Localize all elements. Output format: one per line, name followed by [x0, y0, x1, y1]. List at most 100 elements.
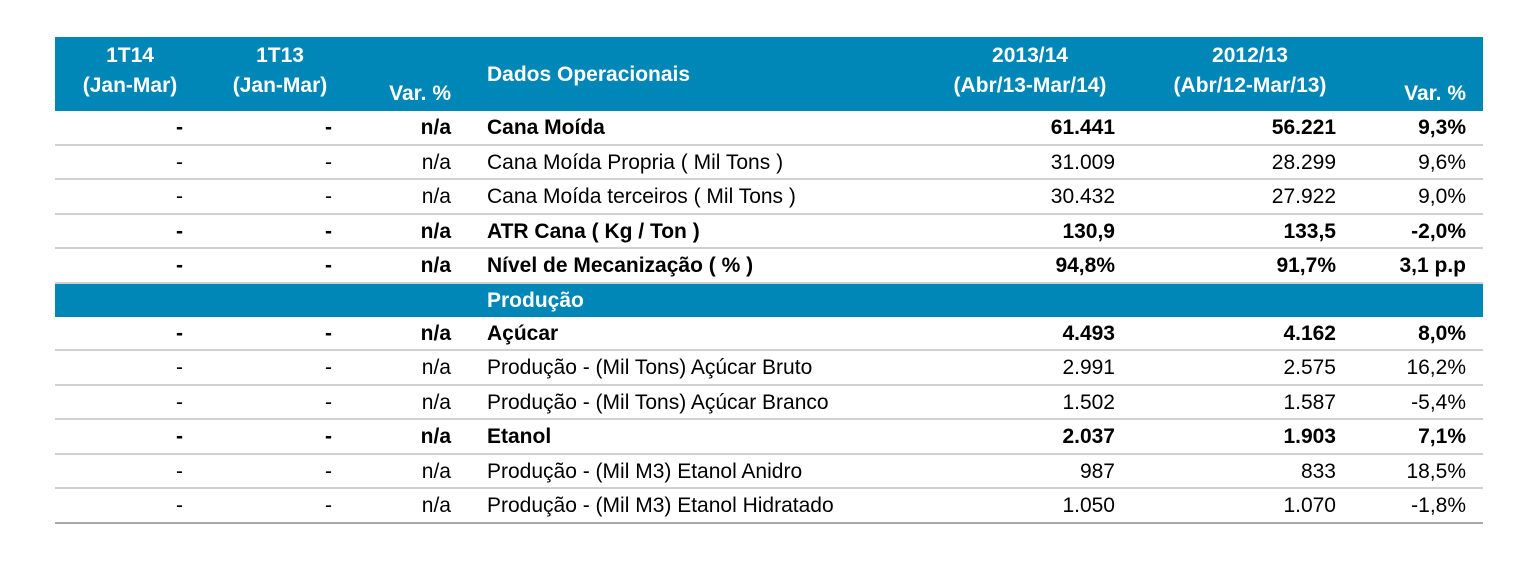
row-label: Cana Moída Propria ( Mil Tons ): [487, 150, 784, 174]
var-year: -2,0%: [1411, 219, 1466, 243]
value-2013-14: 30.432: [1050, 185, 1115, 208]
var-year: 3,1 p.p: [1399, 254, 1466, 277]
header-1t13-line2: (Jan-Mar): [232, 74, 328, 97]
value-2012-13: 2.575: [1283, 356, 1336, 379]
value-2013-14: 130,9: [1062, 219, 1115, 243]
row-label: Cana Moída: [487, 116, 605, 139]
value-2013-14: 987: [1079, 459, 1115, 483]
value-2012-13: 27.922: [1271, 185, 1336, 208]
value-1t14: -: [176, 356, 183, 379]
value-1t13: -: [325, 150, 332, 174]
value-1t14: -: [176, 321, 183, 345]
table-row: - - n/a Cana Moída Propria ( Mil Tons ) 31.0…: [55, 146, 1483, 180]
value-2012-13: 91,7%: [1276, 254, 1336, 277]
value-2013-14: 1.050: [1062, 494, 1115, 517]
value-2012-13: 133,5: [1283, 219, 1336, 243]
value-2012-13: 56.221: [1271, 116, 1336, 139]
value-1t13: -: [325, 321, 332, 345]
var-quarter: n/a: [421, 459, 451, 483]
operational-data-table: 1T14 (Jan-Mar) 1T13 (Jan-Mar) Var. % Dad…: [55, 37, 1483, 524]
var-quarter: n/a: [420, 219, 451, 243]
var-quarter: n/a: [420, 254, 451, 277]
value-1t14: -: [176, 219, 183, 243]
var-quarter: n/a: [421, 150, 451, 174]
header-var-year: Var. %: [1404, 82, 1466, 105]
header-1t14: 1T14 (Jan-Mar): [55, 41, 205, 101]
header-1t13: 1T13 (Jan-Mar): [205, 41, 355, 101]
header-1t13-line1: 1T13: [256, 44, 304, 67]
var-year: 7,1%: [1418, 425, 1466, 448]
value-1t13: -: [325, 494, 332, 517]
header-2013-14-line2: (Abr/13-Mar/14): [953, 74, 1107, 97]
header-1t14-line2: (Jan-Mar): [82, 74, 178, 97]
value-1t14: -: [176, 150, 183, 174]
table-row: - - n/a Cana Moída 61.441 56.221 9,3%: [55, 111, 1483, 146]
header-2012-13: 2012/13 (Abr/12-Mar/13): [1145, 41, 1355, 101]
var-quarter: n/a: [421, 494, 451, 517]
table-row: - - n/a Nível de Mecanização ( % ) 94,8% 91,7…: [55, 249, 1483, 284]
var-year: -5,4%: [1411, 390, 1466, 414]
value-1t13: -: [325, 425, 332, 448]
table-row: - - n/a Produção - (Mil M3) Etanol Hidratad…: [55, 489, 1483, 524]
var-year: 18,5%: [1406, 459, 1466, 483]
value-1t14: -: [176, 185, 183, 208]
header-dados-operacionais: Dados Operacionais: [487, 63, 691, 86]
value-1t14: -: [176, 116, 183, 139]
row-label: Açúcar: [487, 321, 559, 345]
value-2013-14: 61.441: [1050, 116, 1115, 139]
table-row: - - n/a Produção - (Mil Tons) Açúcar Bruto 2…: [55, 351, 1483, 386]
var-year: 9,6%: [1418, 150, 1466, 174]
value-1t14: -: [176, 459, 183, 483]
value-2013-14: 94,8%: [1055, 254, 1115, 277]
var-quarter: n/a: [420, 116, 451, 139]
value-1t14: -: [176, 254, 183, 277]
value-2013-14: 4.493: [1062, 321, 1115, 345]
var-quarter: n/a: [421, 185, 451, 208]
value-2012-13: 1.903: [1283, 425, 1336, 448]
row-label: Produção - (Mil Tons) Açúcar Branco: [487, 390, 829, 414]
value-1t13: -: [325, 185, 332, 208]
var-quarter: n/a: [421, 356, 451, 379]
table-row: - - n/a Etanol 2.037 1.903 7,1%: [55, 420, 1483, 455]
var-quarter: n/a: [420, 321, 451, 345]
value-2013-14: 31.009: [1050, 150, 1115, 174]
table-row: - - n/a Produção - (Mil Tons) Açúcar Branco…: [55, 386, 1483, 420]
value-2012-13: 1.587: [1283, 390, 1336, 414]
section-producao: - - n/a Açúcar 4.493 4.162 8,0% - - n/a Produção -…: [55, 317, 1483, 524]
table-header: 1T14 (Jan-Mar) 1T13 (Jan-Mar) Var. % Dad…: [55, 37, 1483, 111]
value-1t14: -: [176, 390, 183, 414]
value-1t13: -: [325, 219, 332, 243]
row-label: Produção - (Mil Tons) Açúcar Bruto: [487, 356, 813, 379]
header-2013-14: 2013/14 (Abr/13-Mar/14): [925, 41, 1135, 101]
row-label: Produção - (Mil M3) Etanol Hidratado: [487, 494, 834, 517]
value-2013-14: 2.991: [1062, 356, 1115, 379]
value-1t13: -: [325, 356, 332, 379]
row-label: Cana Moída terceiros ( Mil Tons ): [487, 185, 796, 208]
header-2012-13-line1: 2012/13: [1212, 44, 1288, 67]
value-2013-14: 2.037: [1062, 425, 1115, 448]
row-label: Etanol: [487, 425, 552, 448]
header-1t14-line1: 1T14: [106, 44, 154, 67]
value-1t13: -: [325, 254, 332, 277]
var-year: 8,0%: [1418, 321, 1466, 345]
value-1t13: -: [325, 116, 332, 139]
value-1t14: -: [176, 425, 183, 448]
var-year: 16,2%: [1406, 356, 1466, 379]
var-year: 9,0%: [1418, 185, 1466, 208]
value-2012-13: 4.162: [1283, 321, 1336, 345]
row-label: ATR Cana ( Kg / Ton ): [487, 219, 700, 243]
section-operacionais: - - n/a Cana Moída 61.441 56.221 9,3% - - n/a Cana…: [55, 111, 1483, 284]
value-1t13: -: [325, 390, 332, 414]
header-2012-13-line2: (Abr/12-Mar/13): [1173, 74, 1327, 97]
row-label: Produção - (Mil M3) Etanol Anidro: [487, 459, 803, 483]
value-2013-14: 1.502: [1062, 390, 1115, 414]
table-row: - - n/a ATR Cana ( Kg / Ton ) 130,9 133,5 -2,0…: [55, 215, 1483, 249]
var-year: -1,8%: [1411, 494, 1466, 517]
var-quarter: n/a: [420, 425, 451, 448]
table-row: - - n/a Produção - (Mil M3) Etanol Anidro 98…: [55, 455, 1483, 489]
section-header-producao: Produção: [55, 283, 1483, 317]
value-2012-13: 833: [1300, 459, 1336, 483]
table-row: - - n/a Cana Moída terceiros ( Mil Tons ) 30…: [55, 180, 1483, 215]
table-row: - - n/a Açúcar 4.493 4.162 8,0%: [55, 317, 1483, 351]
value-1t14: -: [176, 494, 183, 517]
